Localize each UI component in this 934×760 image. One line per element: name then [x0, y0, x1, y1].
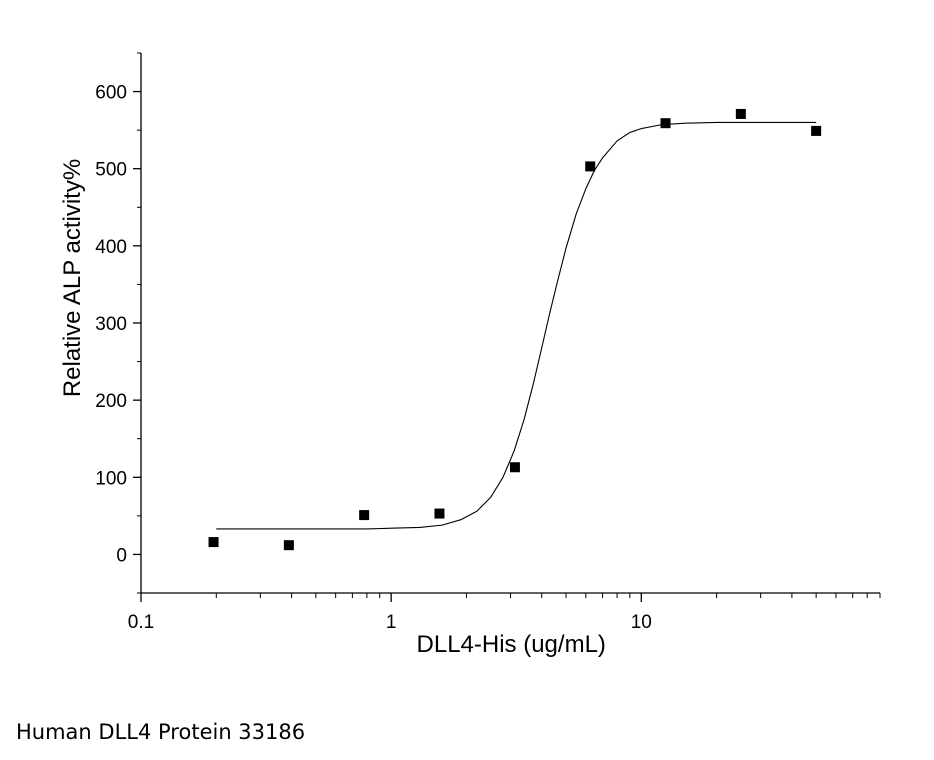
data-point: [811, 125, 822, 136]
data-point: [359, 510, 370, 521]
x-tick-label: 1: [386, 612, 397, 633]
x-tick-label: 0.1: [128, 612, 154, 633]
y-tick-label: 0: [116, 545, 127, 566]
y-tick-label: 200: [95, 391, 127, 412]
x-tick-label: 10: [631, 612, 652, 633]
data-point: [660, 118, 671, 129]
chart: 0 100 200 300 400 500 600 0.1 1 10 DLL4-His (ug/m…: [59, 52, 881, 658]
y-tick-label: 300: [95, 314, 127, 335]
data-point: [735, 108, 746, 119]
y-tick-label: 400: [95, 237, 127, 258]
x-axis-title: DLL4-His (ug/mL): [417, 631, 606, 658]
fit-curve-line: [216, 121, 817, 530]
data-point: [509, 462, 520, 473]
data-point: [585, 161, 596, 172]
y-axis-title: Relative ALP activity%: [59, 159, 86, 397]
fit-curve-group: [216, 121, 817, 530]
data-point: [208, 537, 219, 548]
axes: 0 100 200 300 400 500 600 0.1 1 10: [95, 52, 881, 633]
y-tick-label: 500: [95, 160, 127, 181]
data-point: [283, 540, 294, 551]
data-point: [434, 508, 445, 519]
y-tick-label: 100: [95, 468, 127, 489]
figure-caption: Human DLL4 Protein 33186: [16, 720, 306, 744]
y-tick-label: 600: [95, 83, 127, 104]
data-points: [208, 108, 822, 551]
